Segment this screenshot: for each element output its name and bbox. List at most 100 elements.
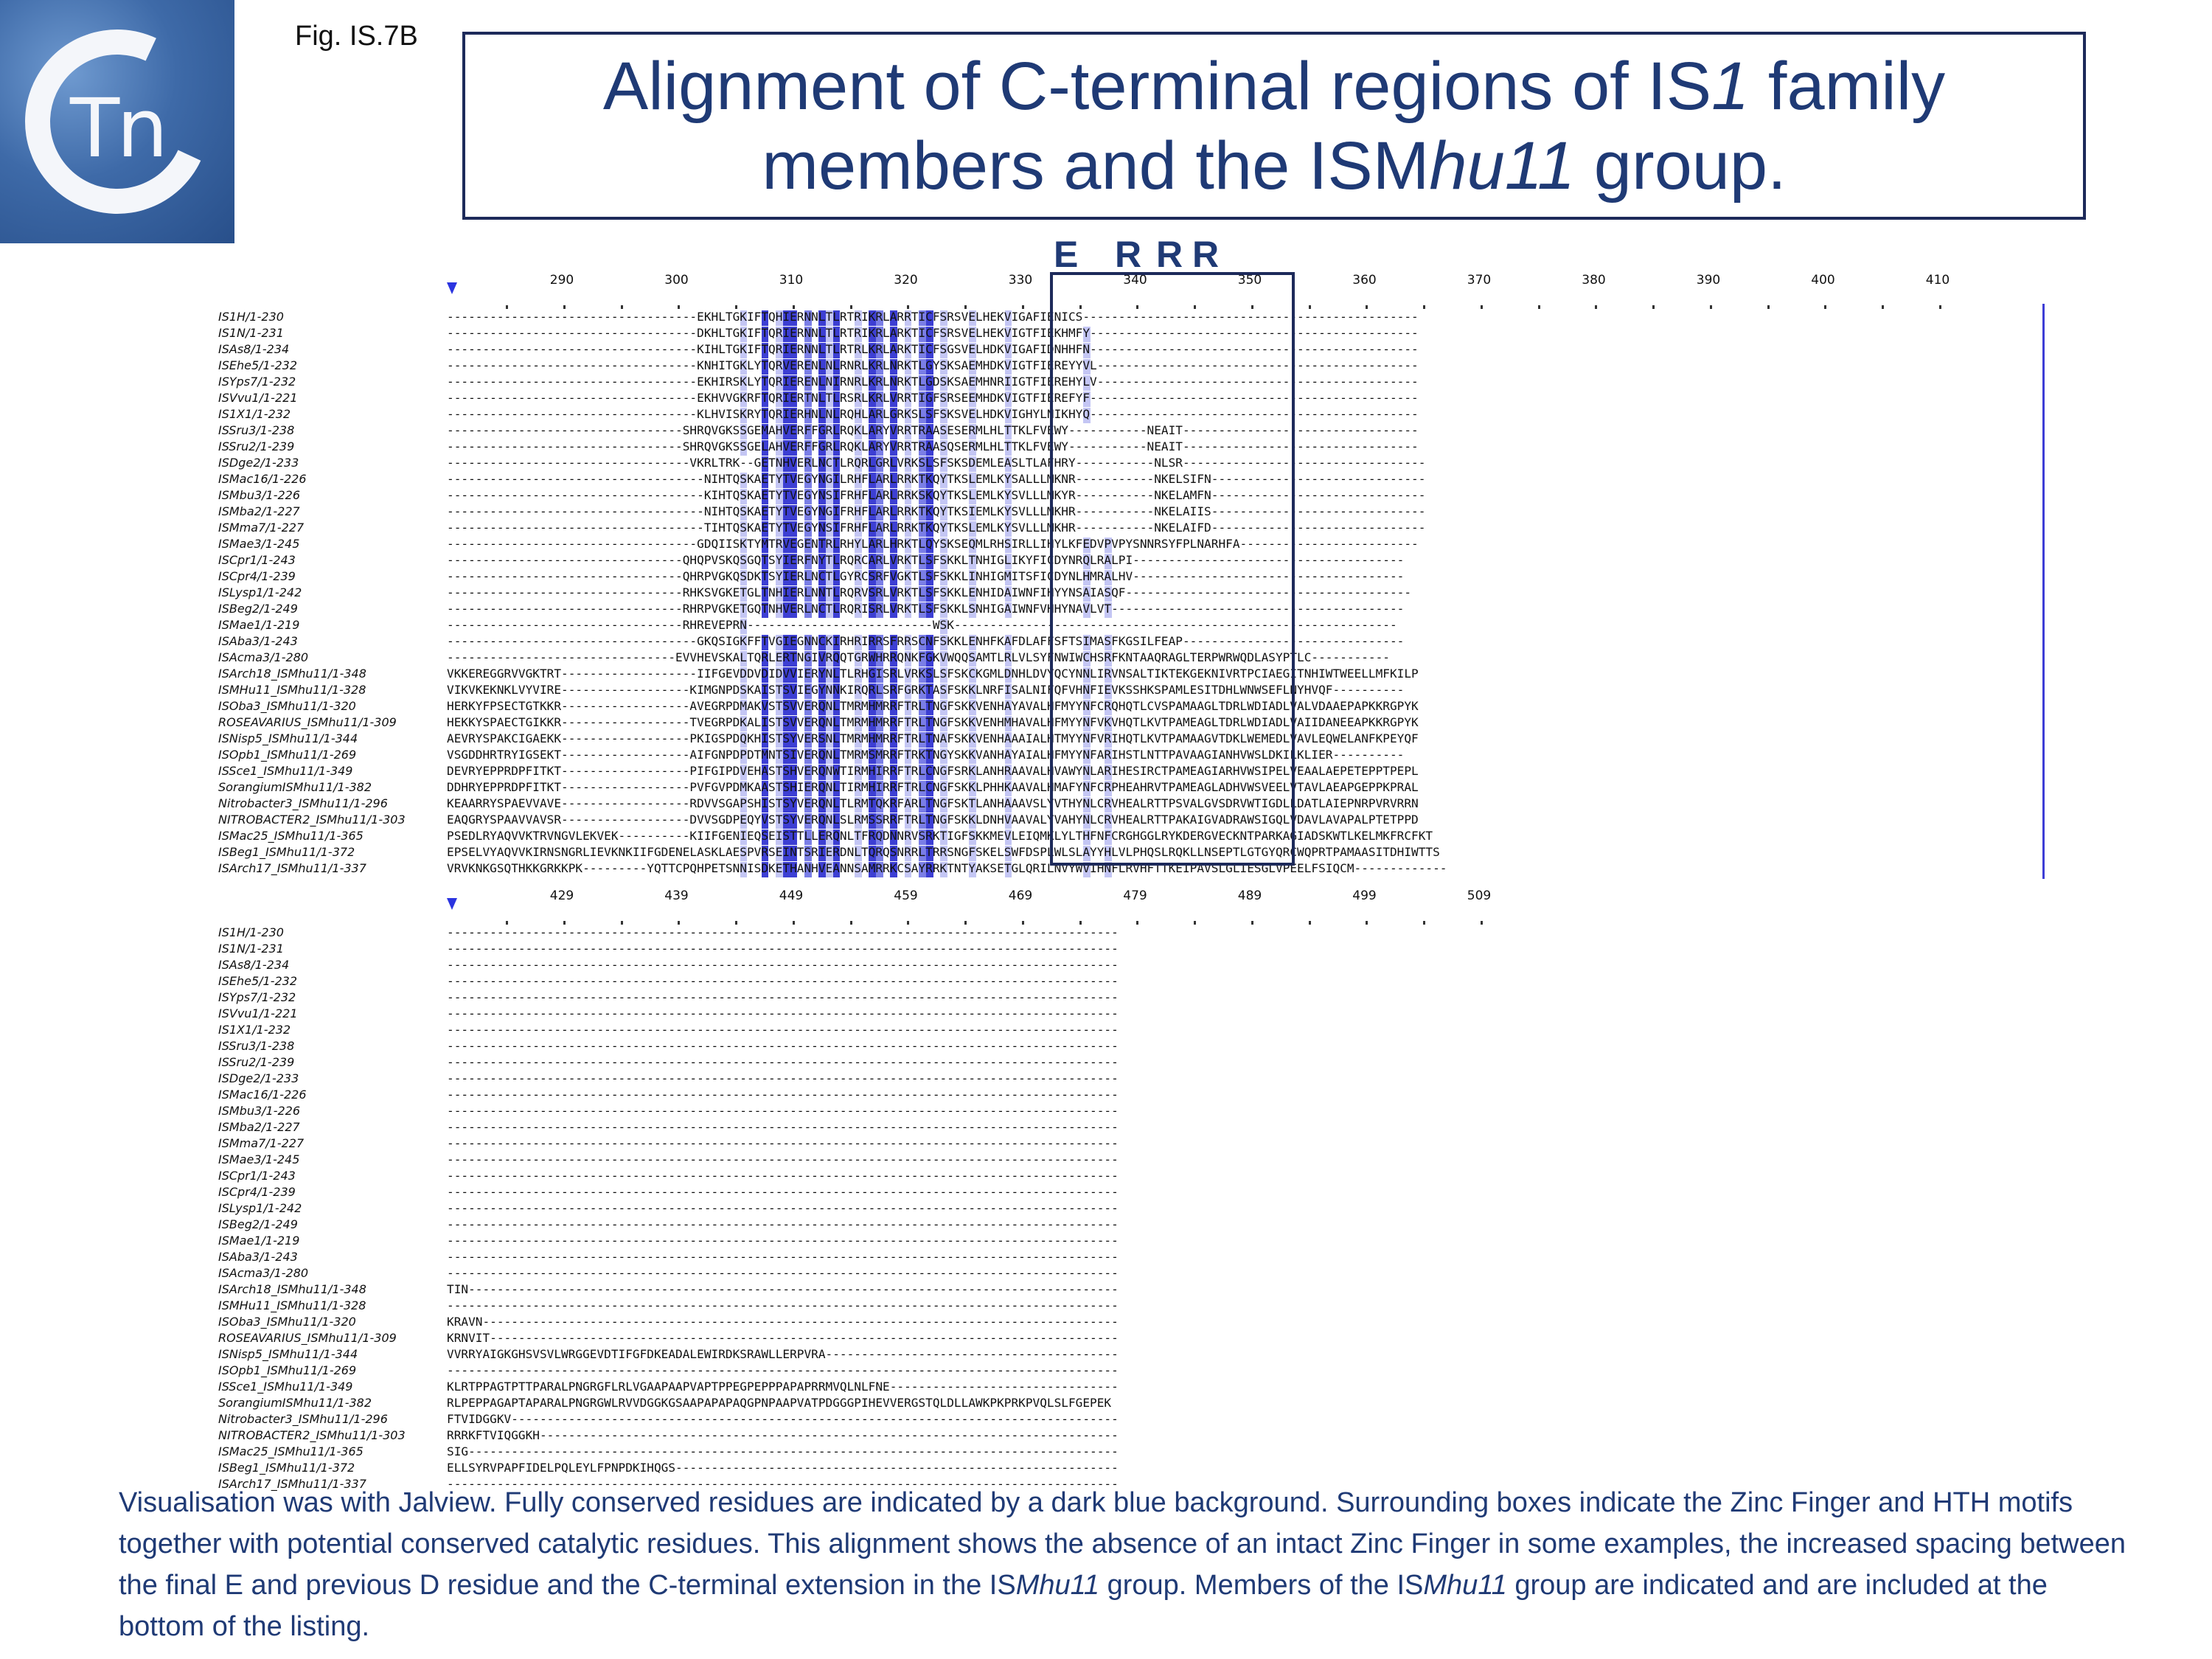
conservation-shade: [790, 359, 798, 375]
conservation-shade: [940, 473, 947, 488]
conservation-shade: [940, 375, 947, 391]
conservation-shade: [904, 327, 912, 342]
ruler-tick-mark: [1251, 305, 1253, 309]
conservation-shade: [818, 570, 827, 585]
conservation-shade: [818, 700, 827, 715]
conservation-shade: [832, 635, 841, 650]
ruler-tick-mark: [678, 305, 681, 309]
ruler-tick-mark: [964, 921, 967, 925]
sequence-row: ---------------------------------RHKSVGK…: [447, 585, 1412, 599]
conservation-shade: [904, 862, 912, 877]
conservation-shade: [854, 521, 862, 537]
conservation-shade: [869, 781, 876, 796]
conservation-shade: [919, 651, 926, 667]
ruler-tick-label: 390: [1696, 273, 1721, 288]
sequence-row: PSEDLRYAQVVKTRVNGVLEKVEK----------KIIFGE…: [447, 829, 1433, 843]
conservation-shade: [818, 310, 827, 326]
sequence-row: ----------------------------------------…: [447, 1363, 1119, 1377]
sequence-name: SorangiumISMhu11/1-382: [218, 780, 372, 794]
conservation-shade: [761, 732, 769, 748]
sequence-name: ISLysp1/1-242: [218, 1201, 302, 1215]
conservation-shade: [818, 473, 827, 488]
conservation-shade: [940, 651, 947, 667]
conservation-shade: [925, 781, 933, 796]
sequence-row: ----------------------------------------…: [447, 1120, 1119, 1134]
sequence-row: -----------------------------------GKQSI…: [447, 634, 1405, 648]
conservation-shade: [832, 521, 841, 537]
conservation-shade: [854, 684, 862, 699]
conservation-shade: [826, 424, 833, 439]
conservation-shade: [1083, 635, 1091, 650]
conservation-shade: [790, 748, 798, 764]
conservation-shade: [925, 456, 933, 472]
sequence-name: ISMba2/1-227: [218, 504, 300, 518]
conservation-shade: [876, 310, 883, 326]
conservation-shade: [854, 538, 862, 553]
conservation-shade: [919, 732, 926, 748]
conservation-shade: [782, 456, 790, 472]
conservation-shade: [969, 359, 976, 375]
conservation-shade: [904, 343, 912, 358]
conservation-shade: [890, 765, 898, 780]
conservation-shade: [761, 343, 769, 358]
conservation-shade: [940, 830, 947, 845]
sequence-row: ----------------------------------------…: [447, 1217, 1119, 1231]
conservation-shade: [876, 473, 883, 488]
column-marker-icon[interactable]: [447, 898, 457, 910]
conservation-shade: [1105, 586, 1113, 602]
sequence-name: ISVvu1/1-221: [218, 391, 298, 405]
sequence-name: ISMac25_ISMhu11/1-365: [218, 1444, 364, 1458]
conservation-shade: [776, 310, 783, 326]
conservation-shade: [1105, 716, 1113, 731]
conservation-shade: [1105, 635, 1113, 650]
conservation-shade: [832, 456, 841, 472]
conservation-shade: [826, 651, 833, 667]
conservation-shade: [832, 846, 841, 861]
conservation-shade: [826, 765, 833, 780]
conservation-shade: [776, 635, 783, 650]
conservation-shade: [1083, 651, 1091, 667]
conservation-shade: [761, 586, 769, 602]
conservation-shade: [1105, 667, 1113, 683]
sequence-row: VRVKNKGSQTHKKGRKKPK---------YQTTCPQHPETS…: [447, 861, 1447, 875]
conservation-shade: [925, 538, 933, 553]
conservation-shade: [1004, 408, 1012, 423]
ruler-tick-mark: [1595, 305, 1598, 309]
conservation-shade: [1004, 392, 1012, 407]
conservation-shade: [790, 424, 798, 439]
conservation-shade: [904, 765, 912, 780]
conservation-shade: [761, 505, 769, 521]
conservation-shade: [904, 521, 912, 537]
conservation-shade: [890, 797, 898, 813]
conservation-shade: [876, 862, 883, 877]
motif-label-r2: R: [1156, 234, 1183, 275]
conservation-shade: [826, 538, 833, 553]
ruler-tick-label: 310: [779, 273, 804, 288]
conservation-shade: [940, 392, 947, 407]
ruler-tick-mark: [1767, 305, 1770, 309]
conservation-shade: [1004, 732, 1012, 748]
conservation-shade: [969, 408, 976, 423]
ruler-tick-label: 509: [1467, 888, 1492, 903]
conservation-shade: [919, 846, 926, 861]
conservation-shade: [869, 684, 876, 699]
ruler-tick-label: 439: [664, 888, 689, 903]
sequence-name: Nitrobacter3_ISMhu11/1-296: [218, 796, 388, 810]
conservation-shade: [740, 667, 748, 683]
conservation-shade: [804, 554, 812, 569]
sequence-row: ----------------------------------------…: [447, 925, 1119, 939]
conservation-shade: [969, 797, 976, 813]
conservation-shade: [904, 602, 912, 618]
conservation-shade: [854, 424, 862, 439]
column-marker-icon[interactable]: [447, 282, 457, 294]
conservation-shade: [940, 765, 947, 780]
conservation-shade: [876, 538, 883, 553]
conservation-shade: [740, 700, 748, 715]
conservation-shade: [890, 813, 898, 829]
conservation-shade: [826, 570, 833, 585]
conservation-shade: [904, 667, 912, 683]
conservation-shade: [869, 586, 876, 602]
ruler-tick-label: 499: [1352, 888, 1377, 903]
conservation-shade: [804, 700, 812, 715]
conservation-shade: [776, 700, 783, 715]
